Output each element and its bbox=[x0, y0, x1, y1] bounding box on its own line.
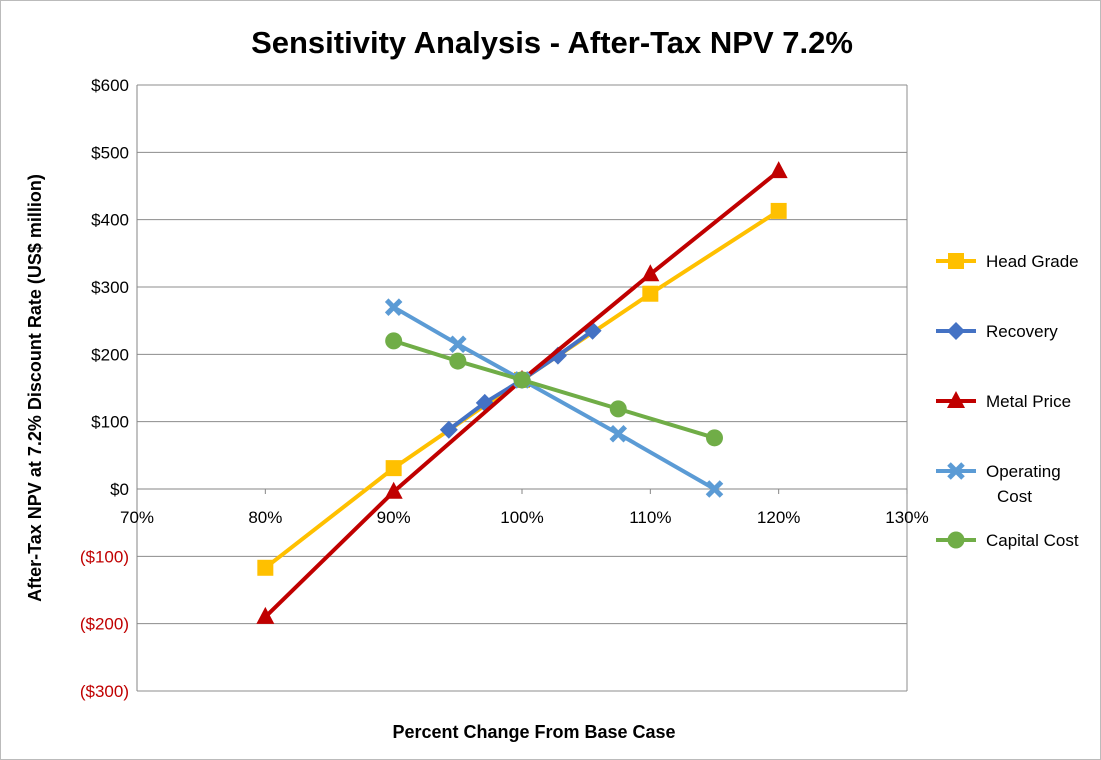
x-marker bbox=[947, 462, 965, 480]
legend-item: Operating Cost bbox=[936, 462, 1061, 506]
diamond-marker bbox=[548, 346, 567, 365]
x-tick-label: 120% bbox=[757, 508, 800, 527]
chart-title: Sensitivity Analysis - After-Tax NPV 7.2… bbox=[251, 25, 853, 60]
legend-item: Metal Price bbox=[936, 391, 1071, 411]
series-line bbox=[392, 305, 716, 491]
series-line bbox=[263, 169, 780, 619]
legend-label: Cost bbox=[997, 487, 1032, 506]
legend-label: Metal Price bbox=[986, 392, 1071, 411]
circle-marker bbox=[449, 352, 467, 370]
x-tick-label: 100% bbox=[500, 508, 543, 527]
circle-marker bbox=[609, 400, 627, 418]
legend-item: Capital Cost bbox=[936, 531, 1079, 550]
x-tick-label: 70% bbox=[120, 508, 154, 527]
x-marker bbox=[384, 298, 403, 316]
y-tick-label: ($100) bbox=[80, 547, 129, 566]
y-tick-label: $0 bbox=[110, 480, 129, 499]
y-tick-label: $200 bbox=[91, 345, 129, 364]
series-capital-cost bbox=[385, 332, 723, 447]
x-tick-label: 80% bbox=[248, 508, 282, 527]
x-tick-label: 110% bbox=[629, 508, 671, 527]
y-tick-label: $100 bbox=[91, 413, 129, 432]
y-tick-label: $400 bbox=[91, 211, 129, 230]
circle-marker bbox=[947, 531, 965, 549]
triangle-marker bbox=[384, 481, 403, 499]
diamond-marker bbox=[947, 322, 965, 340]
x-tick-label: 130% bbox=[885, 508, 928, 527]
y-axis-label: After-Tax NPV at 7.2% Discount Rate (US$… bbox=[25, 174, 45, 602]
y-tick-label: $500 bbox=[91, 143, 129, 162]
square-marker bbox=[948, 253, 964, 269]
square-marker bbox=[770, 202, 787, 219]
legend-item: Recovery bbox=[936, 322, 1058, 341]
legend-label: Recovery bbox=[986, 322, 1058, 341]
y-tick-label: ($200) bbox=[80, 615, 129, 634]
x-axis-label: Percent Change From Base Case bbox=[392, 722, 675, 742]
triangle-marker bbox=[947, 391, 965, 408]
legend-label: Capital Cost bbox=[986, 531, 1079, 550]
y-tick-label: $600 bbox=[91, 76, 129, 95]
square-marker bbox=[257, 559, 274, 576]
circle-marker bbox=[513, 371, 531, 389]
legend-item: Head Grade bbox=[936, 252, 1079, 271]
x-marker bbox=[609, 425, 628, 443]
triangle-marker bbox=[641, 264, 660, 282]
triangle-marker bbox=[769, 161, 788, 179]
circle-marker bbox=[385, 332, 403, 350]
diamond-marker bbox=[439, 420, 458, 439]
series-metal-price bbox=[256, 161, 788, 624]
square-marker bbox=[642, 285, 659, 302]
y-tick-label: $300 bbox=[91, 278, 129, 297]
square-marker bbox=[385, 460, 402, 477]
series-operating-cost bbox=[384, 298, 724, 498]
y-tick-label: ($300) bbox=[80, 682, 129, 701]
circle-marker bbox=[706, 429, 723, 447]
triangle-marker bbox=[256, 606, 275, 624]
legend-label: Head Grade bbox=[986, 252, 1079, 271]
x-marker bbox=[449, 335, 467, 354]
x-marker bbox=[705, 480, 724, 498]
x-tick-label: 90% bbox=[377, 508, 411, 527]
legend-label: Operating bbox=[986, 462, 1061, 481]
